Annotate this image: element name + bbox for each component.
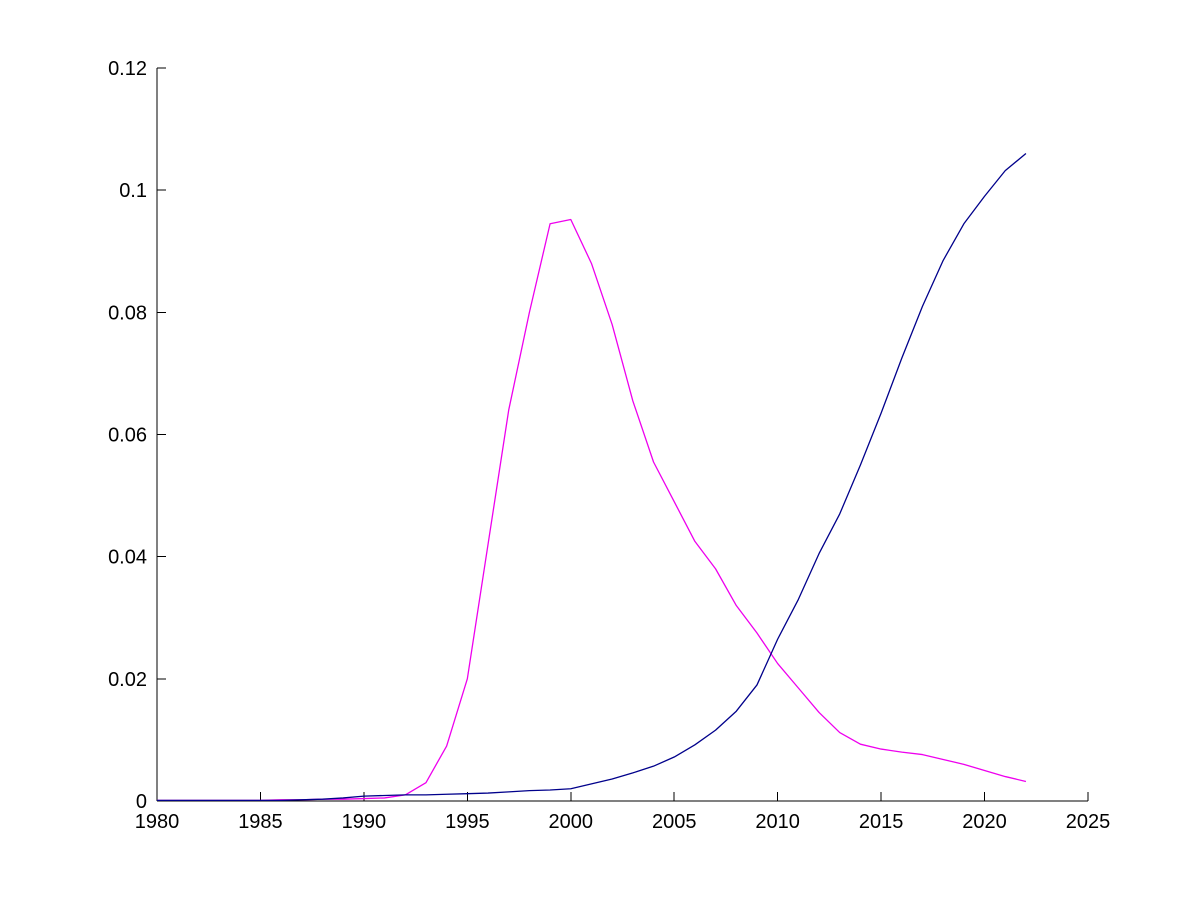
data-series	[157, 153, 1027, 802]
x-tick-label: 2010	[755, 811, 800, 833]
x-tick-label: 1990	[342, 811, 387, 833]
x-tick-label: 1980	[135, 811, 180, 833]
x-tick-label: 2005	[652, 811, 697, 833]
y-tick-label: 0.06	[108, 425, 147, 447]
y-tick-label: 0.02	[108, 669, 147, 691]
tick-labels: 1980 1985 1990 1995 2000 2005 2010 2015 2020 2025…	[108, 58, 1110, 833]
y-tick-label: 0.08	[108, 302, 147, 324]
blue-line	[157, 153, 1027, 802]
y-tick-label: 0	[136, 791, 147, 813]
x-tick-label: 2015	[859, 811, 904, 833]
x-tick-label: 1995	[445, 811, 490, 833]
y-tick-label: 0.1	[119, 180, 147, 202]
x-tick-label: 1985	[238, 811, 283, 833]
x-tick-label: 2020	[962, 811, 1007, 833]
axes	[156, 67, 1089, 802]
x-tick-label: 2000	[549, 811, 594, 833]
y-tick-label: 0.12	[108, 58, 147, 80]
magenta-line	[157, 218, 1027, 802]
y-tick-label: 0.04	[108, 547, 147, 569]
x-tick-label: 2025	[1066, 811, 1111, 833]
